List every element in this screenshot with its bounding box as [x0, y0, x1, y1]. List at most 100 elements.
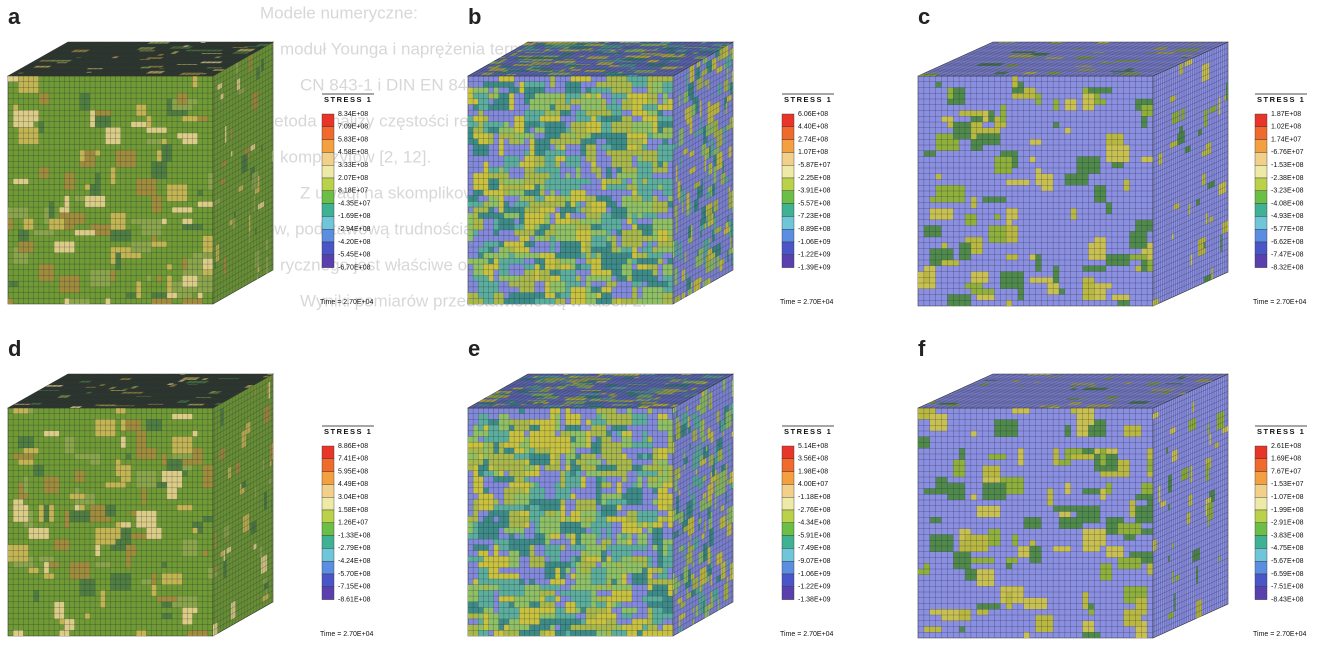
panel: dSTRESS 18.86E+087.41E+085.95E+084.49E+0…	[8, 336, 374, 638]
stress-region	[1135, 494, 1153, 500]
stress-region	[105, 298, 110, 304]
stress-region	[571, 287, 586, 304]
stress-region	[1053, 546, 1071, 552]
legend-label: 2.61E+08	[1271, 443, 1301, 450]
stress-region	[627, 539, 632, 545]
legend-label: 3.04E+08	[338, 494, 368, 501]
legend-swatch	[1255, 574, 1267, 587]
legend-label: 7.67E+07	[1271, 468, 1301, 475]
legend-title: STRESS 1	[1257, 95, 1305, 104]
legend-swatch	[322, 574, 334, 587]
stress-region	[70, 494, 85, 500]
stress-region	[44, 207, 49, 224]
stress-region	[499, 127, 514, 133]
stress-region	[555, 144, 560, 150]
stress-region	[90, 110, 95, 127]
stress-region	[198, 293, 203, 299]
time-label: Time = 2.70E+04	[320, 631, 374, 638]
legend-label: 5.95E+08	[338, 468, 368, 475]
stress-region	[131, 533, 146, 539]
legend-label: 1.26E+07	[338, 520, 368, 527]
mesh-grid	[213, 375, 273, 635]
stress-region	[699, 247, 704, 267]
stress-region	[653, 488, 658, 494]
legend-swatch	[1255, 191, 1267, 204]
legend-swatch	[322, 484, 334, 497]
stress-region	[100, 590, 105, 607]
stress-region	[1100, 471, 1118, 477]
stress-region	[721, 561, 726, 581]
stress-region	[550, 110, 555, 116]
stress-region	[606, 516, 621, 522]
stress-region	[473, 207, 478, 213]
legend-swatch	[322, 548, 334, 561]
legend-label: -3.23E+08	[1271, 188, 1304, 195]
stress-region	[499, 196, 504, 213]
stress-region	[550, 419, 555, 425]
legend-label: -5.45E+08	[338, 252, 371, 259]
stress-region	[483, 201, 488, 207]
stress-region	[1006, 592, 1012, 609]
stress-region	[617, 568, 622, 585]
legend-title: STRESS 1	[784, 95, 832, 104]
legend-label: -1.06E+09	[798, 239, 831, 246]
legend-title: STRESS 1	[324, 427, 372, 436]
legend-swatch	[322, 446, 334, 459]
stress-region	[141, 488, 146, 505]
stress-region	[658, 241, 673, 247]
stress-region	[473, 499, 478, 516]
stress-region	[679, 127, 684, 147]
legend-label: -5.87E+07	[798, 162, 831, 169]
stress-region	[994, 157, 1012, 174]
stress-region	[80, 579, 95, 596]
legend-label: 4.40E+08	[798, 124, 828, 131]
stress-region	[494, 505, 509, 511]
stress-region	[977, 569, 995, 586]
stress-region	[1018, 448, 1024, 465]
stress-region	[936, 174, 942, 180]
stress-region	[473, 93, 478, 99]
legend-swatch	[1255, 561, 1267, 574]
stress-region	[1030, 157, 1036, 163]
stress-region	[930, 609, 948, 615]
stress-region	[64, 196, 69, 213]
stress-region	[596, 287, 601, 293]
legend-label: 1.02E+08	[1271, 124, 1301, 131]
legend-label: 1.87E+08	[1271, 111, 1301, 118]
stress-region	[494, 230, 499, 236]
legend-swatch	[1255, 242, 1267, 255]
stress-region	[116, 459, 121, 476]
stress-region	[44, 505, 49, 522]
stress-region	[182, 116, 197, 122]
stress-region	[1221, 234, 1223, 252]
stress-region	[146, 139, 161, 145]
legend-label: -4.93E+08	[1271, 213, 1304, 220]
legend-swatch	[1255, 497, 1267, 510]
stress-region	[1036, 615, 1054, 632]
stress-region	[658, 144, 673, 161]
stress-region	[1130, 500, 1136, 517]
legend-swatch	[322, 523, 334, 536]
stress-region	[535, 264, 540, 281]
stress-region	[136, 281, 141, 298]
stress-region	[208, 173, 213, 190]
stress-region	[1207, 502, 1213, 522]
stress-region	[977, 295, 995, 301]
legend-swatch	[322, 114, 334, 127]
stress-region	[1047, 489, 1053, 506]
legend-swatch	[1255, 165, 1267, 178]
legend-swatch	[322, 191, 334, 204]
mesh-grid	[8, 76, 213, 304]
stress-region	[152, 162, 167, 179]
stress-region	[524, 522, 529, 528]
legend-swatch	[1255, 229, 1267, 242]
legend-swatch	[322, 561, 334, 574]
stress-region	[586, 459, 601, 465]
panel-label: d	[8, 336, 21, 361]
stress-region	[560, 471, 565, 488]
stress-region	[586, 431, 591, 448]
stress-region	[702, 206, 707, 226]
legend-label: -1.06E+09	[798, 571, 831, 578]
stress-region	[64, 511, 69, 528]
stress-region	[85, 184, 90, 190]
